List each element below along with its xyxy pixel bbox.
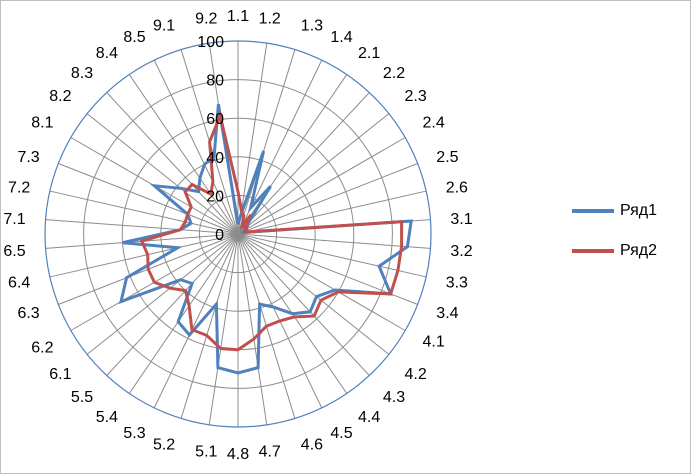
category-label: 9.2: [195, 10, 217, 27]
category-label: 3.3: [446, 274, 468, 291]
category-label: 2.4: [423, 115, 445, 132]
category-label: 4.5: [330, 425, 352, 442]
category-label: 4.3: [383, 389, 405, 406]
category-label: 6.2: [31, 340, 53, 357]
category-label: 5.3: [123, 425, 145, 442]
spoke-line: [106, 233, 239, 376]
category-label: 6.3: [17, 305, 39, 322]
spoke-line: [153, 59, 239, 235]
category-label: 4.4: [358, 409, 380, 426]
category-label: 4.7: [259, 444, 281, 461]
category-label: 4.6: [301, 437, 323, 454]
category-label: 4.2: [405, 366, 427, 383]
category-label: 6.1: [49, 366, 71, 383]
category-label: 7.3: [17, 149, 39, 166]
legend-swatch-series-1: [572, 209, 614, 213]
series-line-2: [139, 110, 404, 352]
spoke-line: [237, 233, 406, 331]
category-label: 4.1: [423, 334, 445, 351]
radial-tick-label: 20: [206, 188, 224, 205]
spoke-line: [237, 137, 406, 235]
category-label: 9.1: [153, 18, 175, 35]
category-label: 1.4: [330, 29, 352, 46]
spoke-line: [106, 92, 239, 235]
spoke-line: [237, 74, 348, 235]
spoke-line: [45, 219, 239, 235]
grid-ring: [44, 40, 432, 428]
spoke-line: [58, 163, 239, 235]
radial-tick-label: 100: [197, 34, 224, 51]
spoke-line: [86, 233, 239, 355]
category-label: 5.2: [153, 437, 175, 454]
spoke-line: [237, 233, 370, 376]
spoke-line: [237, 233, 431, 249]
category-label: 4.8: [227, 446, 249, 463]
grid-ring: [83, 79, 393, 389]
spoke-line: [237, 49, 296, 235]
category-label: 3.2: [450, 243, 472, 260]
category-label: 5.4: [96, 409, 118, 426]
category-label: 6.5: [3, 243, 25, 260]
spoke-line: [49, 190, 239, 235]
legend-label-series-1: Ряд1: [620, 202, 658, 219]
spoke-line: [237, 43, 268, 235]
spoke-line: [128, 233, 239, 394]
spoke-line: [237, 190, 427, 235]
category-label: 6.4: [8, 274, 30, 291]
radar-grid: [44, 40, 432, 428]
legend-label-series-2: Ряд2: [620, 242, 658, 259]
category-label: 7.1: [3, 211, 25, 228]
spoke-line: [86, 113, 239, 235]
spoke-line: [237, 163, 418, 235]
category-label: 5.5: [71, 389, 93, 406]
radial-tick-label: 60: [206, 111, 224, 128]
spoke-line: [128, 74, 239, 235]
radar-series: [118, 103, 413, 375]
spoke-line: [208, 233, 239, 425]
category-label: 8.4: [96, 45, 118, 62]
spoke-line: [180, 233, 239, 419]
category-label: 2.2: [383, 65, 405, 82]
category-label: 8.1: [31, 115, 53, 132]
spoke-line: [237, 233, 427, 278]
category-label: 7.2: [8, 180, 30, 197]
radial-tick-label: 0: [215, 227, 224, 244]
spoke-line: [237, 233, 268, 425]
category-label: 3.4: [436, 305, 458, 322]
category-label: 1.2: [259, 10, 281, 27]
category-label: 2.5: [436, 149, 458, 166]
category-label: 8.3: [71, 65, 93, 82]
legend-item-series-2: Ряд2: [572, 241, 657, 261]
category-label: 1.3: [301, 18, 323, 35]
spoke-line: [153, 233, 239, 409]
legend-item-series-1: Ряд1: [572, 201, 657, 221]
category-label: 5.1: [195, 444, 217, 461]
radial-tick-label: 40: [206, 150, 224, 167]
category-label: 8.2: [49, 88, 71, 105]
spoke-line: [237, 113, 390, 235]
category-label: 2.1: [358, 45, 380, 62]
category-label: 2.6: [446, 180, 468, 197]
radial-tick-label: 80: [206, 73, 224, 90]
spoke-line: [237, 92, 370, 235]
spoke-line: [237, 233, 390, 355]
legend-swatch-series-2: [572, 249, 614, 253]
spoke-line: [49, 233, 239, 278]
category-label: 8.5: [123, 29, 145, 46]
category-label: 2.3: [405, 88, 427, 105]
legend: Ряд1 Ряд2: [572, 201, 682, 271]
category-label: 3.1: [450, 211, 472, 228]
category-label: 1.1: [227, 8, 249, 25]
